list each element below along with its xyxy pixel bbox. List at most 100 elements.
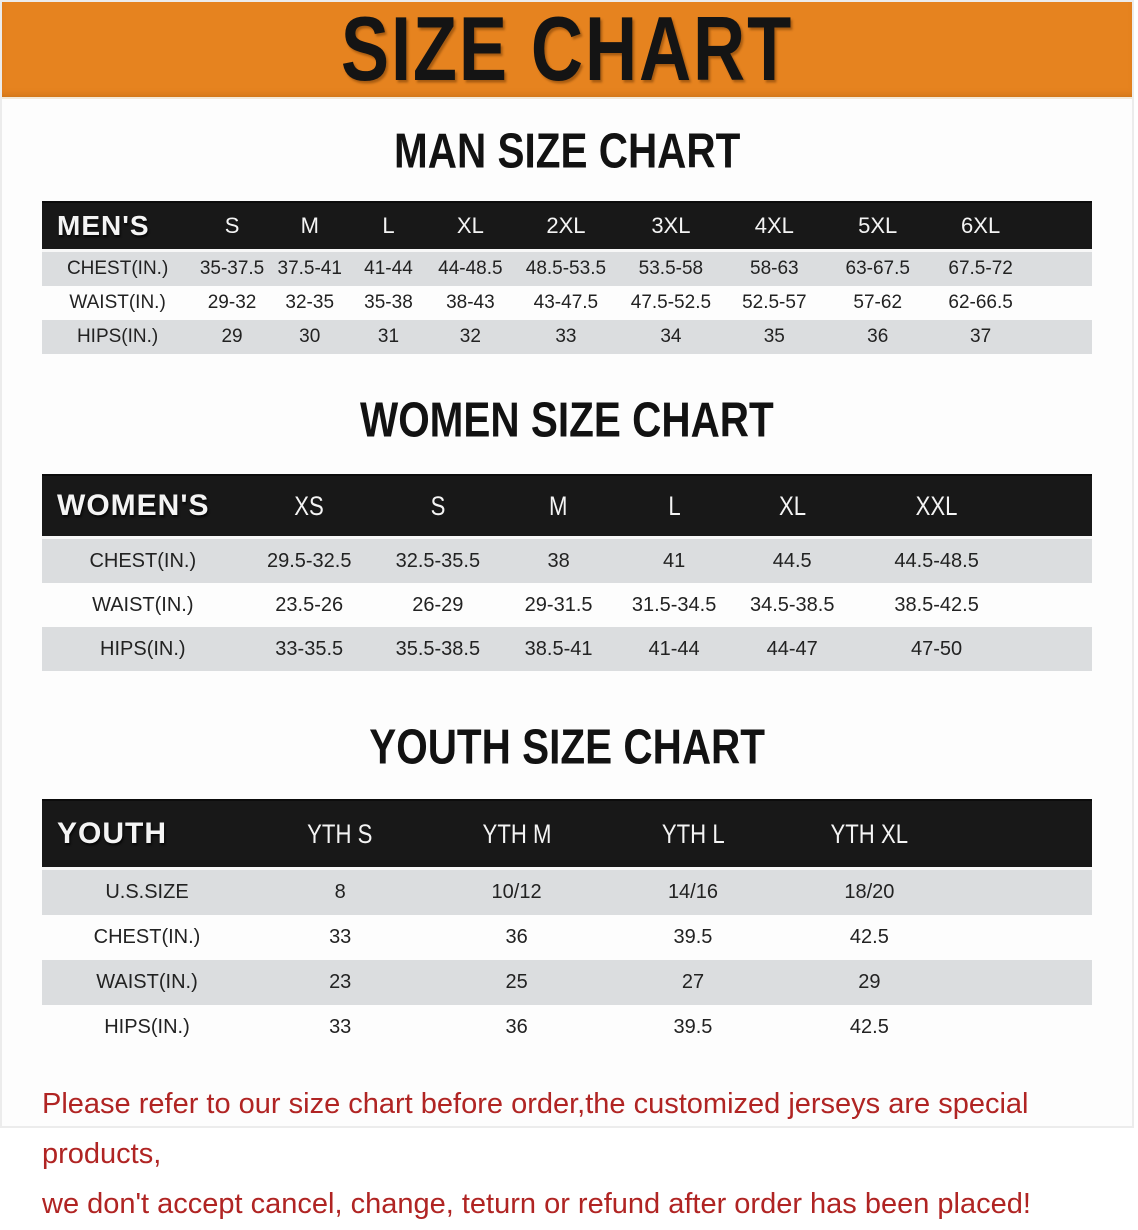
size-cell: 37.5-41 <box>270 250 349 286</box>
size-cell: 31 <box>348 320 429 354</box>
disclaimer-line-2: we don't accept cancel, change, teturn o… <box>42 1187 1031 1220</box>
size-cell: 58-63 <box>722 250 827 286</box>
size-cell: 34.5-38.5 <box>731 583 853 627</box>
size-cell: 18/20 <box>781 868 958 915</box>
row-label: HIPS(IN.) <box>42 1005 252 1050</box>
table-corner-label: MEN'S <box>42 201 194 252</box>
size-chart-sections: MAN SIZE CHART MEN'S S M L XL 2XL 3XL 4XL 5XL 6XL… <box>2 124 1132 1050</box>
row-filler <box>1020 627 1092 671</box>
size-chart-section: YOUTH SIZE CHART YOUTH YTH S YTH M YTH L YTH… <box>42 720 1092 1050</box>
size-table: MEN'S S M L XL 2XL 3XL 4XL 5XL 6XL CHEST(IN.) 35-3… <box>42 201 1092 354</box>
table-corner-label: YOUTH <box>42 799 252 870</box>
size-cell: 38 <box>500 537 617 583</box>
banner: SIZE CHART <box>2 2 1132 99</box>
size-cell: 39.5 <box>604 1005 782 1050</box>
size-chart-section: WOMEN SIZE CHART WOMEN'S XS S M L XL XXL CHEST… <box>42 393 1092 671</box>
size-cell: 29 <box>193 320 271 354</box>
row-label: CHEST(IN.) <box>42 537 244 583</box>
column-header: XXL <box>852 474 1021 539</box>
table-row: CHEST(IN.) 29.5-32.5 32.5-35.5 38 41 44.5 44.5… <box>42 537 1092 583</box>
table-row: CHEST(IN.) 35-37.5 37.5-41 41-44 44-48.5 48.5… <box>42 250 1092 286</box>
row-label: CHEST(IN.) <box>42 250 194 286</box>
page-title: SIZE CHART <box>340 0 794 100</box>
row-filler <box>957 915 1092 960</box>
column-header: S <box>374 474 501 539</box>
size-cell: 63-67.5 <box>826 250 930 286</box>
size-cell: 44-48.5 <box>428 250 513 286</box>
section-heading: WOMEN SIZE CHART <box>360 393 774 448</box>
size-cell: 33 <box>252 915 429 960</box>
size-cell: 42.5 <box>781 1005 958 1050</box>
size-cell: 31.5-34.5 <box>616 583 732 627</box>
row-label: WAIST(IN.) <box>42 583 244 627</box>
size-cell: 23.5-26 <box>243 583 375 627</box>
column-header: L <box>616 474 732 539</box>
size-cell: 30 <box>270 320 349 354</box>
size-cell: 29.5-32.5 <box>243 537 375 583</box>
size-cell: 27 <box>604 960 782 1005</box>
size-cell: 37 <box>929 320 1033 354</box>
size-cell: 44.5 <box>731 537 853 583</box>
column-header: M <box>270 201 349 252</box>
column-header: 5XL <box>826 201 930 252</box>
row-label: CHEST(IN.) <box>42 915 252 960</box>
row-filler <box>1032 286 1092 320</box>
size-cell: 32 <box>428 320 513 354</box>
size-cell: 33 <box>252 1005 429 1050</box>
row-label: U.S.SIZE <box>42 868 252 915</box>
table-row: HIPS(IN.) 29 30 31 32 33 34 35 36 37 <box>42 320 1092 354</box>
table-row: U.S.SIZE 8 10/12 14/16 18/20 <box>42 868 1092 915</box>
header-filler <box>1020 474 1092 539</box>
size-cell: 29-32 <box>193 286 271 320</box>
column-header: YTH S <box>252 799 429 870</box>
size-cell: 36 <box>428 1005 605 1050</box>
row-filler <box>1020 537 1092 583</box>
size-cell: 44.5-48.5 <box>852 537 1021 583</box>
row-filler <box>957 960 1092 1005</box>
column-header: XL <box>731 474 853 539</box>
size-cell: 52.5-57 <box>722 286 827 320</box>
size-cell: 33-35.5 <box>243 627 375 671</box>
size-table-header-row: WOMEN'S XS S M L XL XXL <box>42 474 1092 539</box>
column-header: YTH L <box>604 799 782 870</box>
size-cell: 67.5-72 <box>929 250 1033 286</box>
size-cell: 32-35 <box>270 286 349 320</box>
size-cell: 8 <box>252 868 429 915</box>
row-filler <box>1032 320 1092 354</box>
size-cell: 41-44 <box>348 250 429 286</box>
size-cell: 34 <box>619 320 723 354</box>
size-cell: 29-31.5 <box>500 583 617 627</box>
size-cell: 44-47 <box>731 627 853 671</box>
row-filler <box>957 1005 1092 1050</box>
disclaimer-line-1: Please refer to our size chart before or… <box>42 1088 1029 1170</box>
size-cell: 29 <box>781 960 958 1005</box>
row-label: WAIST(IN.) <box>42 286 194 320</box>
size-cell: 23 <box>252 960 429 1005</box>
size-table-header-row: MEN'S S M L XL 2XL 3XL 4XL 5XL 6XL <box>42 201 1092 252</box>
size-cell: 14/16 <box>604 868 782 915</box>
table-corner-label: WOMEN'S <box>42 474 244 539</box>
size-cell: 38-43 <box>428 286 513 320</box>
size-cell: 35-37.5 <box>193 250 271 286</box>
row-label: WAIST(IN.) <box>42 960 252 1005</box>
table-row: WAIST(IN.) 29-32 32-35 35-38 38-43 43-47.5 47.… <box>42 286 1092 320</box>
row-label: HIPS(IN.) <box>42 320 194 354</box>
size-cell: 35 <box>722 320 827 354</box>
size-cell: 35.5-38.5 <box>374 627 501 671</box>
column-header: 2XL <box>512 201 620 252</box>
size-cell: 10/12 <box>428 868 605 915</box>
size-cell: 43-47.5 <box>512 286 620 320</box>
size-cell: 25 <box>428 960 605 1005</box>
size-cell: 53.5-58 <box>619 250 723 286</box>
column-header: XS <box>243 474 375 539</box>
size-cell: 38.5-41 <box>500 627 617 671</box>
column-header: L <box>348 201 429 252</box>
size-cell: 42.5 <box>781 915 958 960</box>
table-row: HIPS(IN.) 33 36 39.5 42.5 <box>42 1005 1092 1050</box>
column-header: XL <box>428 201 513 252</box>
row-filler <box>1032 250 1092 286</box>
column-header: M <box>500 474 617 539</box>
section-heading: YOUTH SIZE CHART <box>369 720 765 775</box>
column-header: YTH XL <box>781 799 958 870</box>
column-header: 3XL <box>619 201 723 252</box>
